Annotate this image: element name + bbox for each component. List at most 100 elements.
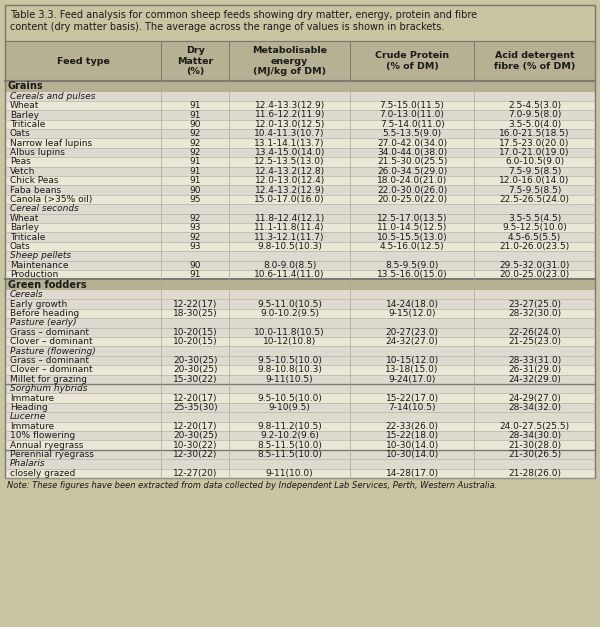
Text: 8.0-9.0(8.5): 8.0-9.0(8.5) xyxy=(263,261,316,270)
Text: Perennial ryegrass: Perennial ryegrass xyxy=(10,450,94,459)
Text: 10-30(14.0): 10-30(14.0) xyxy=(385,441,439,450)
Text: 10.4-11.3(10.7): 10.4-11.3(10.7) xyxy=(254,129,325,139)
Text: 9-15(12.0): 9-15(12.0) xyxy=(388,309,436,318)
Text: Cereals: Cereals xyxy=(10,290,44,299)
Text: 11.8-12.4(12.1): 11.8-12.4(12.1) xyxy=(254,214,325,223)
Bar xyxy=(5,327,595,337)
Bar xyxy=(5,110,595,120)
Bar xyxy=(5,290,595,300)
Text: Grass – dominant: Grass – dominant xyxy=(10,356,89,365)
Text: Triticale: Triticale xyxy=(10,233,46,241)
Text: Immature: Immature xyxy=(10,394,54,403)
Bar xyxy=(5,120,595,129)
Text: 22-26(24.0): 22-26(24.0) xyxy=(508,328,561,337)
Text: 9.2-10.2(9.6): 9.2-10.2(9.6) xyxy=(260,431,319,440)
Text: Cereals and pulses: Cereals and pulses xyxy=(10,92,95,101)
Text: 3.5-5.5(4.5): 3.5-5.5(4.5) xyxy=(508,214,561,223)
Text: 92: 92 xyxy=(190,129,201,139)
Bar xyxy=(5,309,595,318)
Text: 9-10(9.5): 9-10(9.5) xyxy=(269,403,311,412)
Text: 28-33(31.0): 28-33(31.0) xyxy=(508,356,561,365)
Text: 14-28(17.0): 14-28(17.0) xyxy=(386,469,439,478)
Text: Note: These figures have been extracted from data collected by Independent Lab S: Note: These figures have been extracted … xyxy=(7,481,497,490)
Text: 4.5-6.5(5.5): 4.5-6.5(5.5) xyxy=(508,233,561,241)
Text: Maintenance: Maintenance xyxy=(10,261,68,270)
Text: 9-24(17.0): 9-24(17.0) xyxy=(388,375,436,384)
Bar xyxy=(5,337,595,346)
Bar xyxy=(5,261,595,270)
Text: 92: 92 xyxy=(190,214,201,223)
Text: 23-27(25.0): 23-27(25.0) xyxy=(508,300,561,308)
Bar xyxy=(5,5,595,478)
Text: 9-11(10.5): 9-11(10.5) xyxy=(266,375,313,384)
Bar xyxy=(5,440,595,450)
Text: Lucerne: Lucerne xyxy=(10,413,46,421)
Bar xyxy=(5,318,595,327)
Text: 9-11(10.0): 9-11(10.0) xyxy=(266,469,313,478)
Text: 9.8-10.5(10.3): 9.8-10.5(10.3) xyxy=(257,242,322,251)
Text: 12.0-13.0(12.4): 12.0-13.0(12.4) xyxy=(254,176,325,186)
Text: 21-30(26.5): 21-30(26.5) xyxy=(508,450,561,459)
Text: Dry
Matter
(%): Dry Matter (%) xyxy=(177,46,214,76)
Text: 15-30(22): 15-30(22) xyxy=(173,375,218,384)
Text: 20-30(25): 20-30(25) xyxy=(173,366,218,374)
Text: 21-25(23.0): 21-25(23.0) xyxy=(508,337,561,346)
Text: 20-27(23.0): 20-27(23.0) xyxy=(386,328,439,337)
Bar xyxy=(5,223,595,233)
Bar xyxy=(5,204,595,214)
Text: 12.4-13.3(12.9): 12.4-13.3(12.9) xyxy=(254,101,325,110)
Bar xyxy=(5,280,595,290)
Text: 10-20(15): 10-20(15) xyxy=(173,337,218,346)
Text: 91: 91 xyxy=(190,101,201,110)
Bar xyxy=(5,450,595,459)
Bar xyxy=(5,270,595,280)
Text: 28-32(30.0): 28-32(30.0) xyxy=(508,309,561,318)
Text: 9.0-10.2(9.5): 9.0-10.2(9.5) xyxy=(260,309,319,318)
Text: 34.0-44.0(38.0): 34.0-44.0(38.0) xyxy=(377,148,447,157)
Text: 12.4-13.2(12.8): 12.4-13.2(12.8) xyxy=(254,167,325,176)
Text: Heading: Heading xyxy=(10,403,48,412)
Text: Barley: Barley xyxy=(10,110,39,120)
Text: 7.0-13.0(11.0): 7.0-13.0(11.0) xyxy=(380,110,445,120)
Bar xyxy=(5,346,595,356)
Text: Grass – dominant: Grass – dominant xyxy=(10,328,89,337)
Bar xyxy=(5,92,595,101)
Text: 29.5-32.0(31.0): 29.5-32.0(31.0) xyxy=(499,261,570,270)
Text: 12.0-13.0(12.5): 12.0-13.0(12.5) xyxy=(254,120,325,129)
Text: 12.5-17.0(13.5): 12.5-17.0(13.5) xyxy=(377,214,448,223)
Text: 3.5-5.0(4.0): 3.5-5.0(4.0) xyxy=(508,120,561,129)
Text: 21-30(28.0): 21-30(28.0) xyxy=(508,441,561,450)
Bar xyxy=(5,412,595,421)
Text: 93: 93 xyxy=(190,242,201,251)
Text: 12-30(22): 12-30(22) xyxy=(173,450,217,459)
Text: 91: 91 xyxy=(190,157,201,167)
Text: 91: 91 xyxy=(190,270,201,279)
Text: Peas: Peas xyxy=(10,157,31,167)
Bar xyxy=(5,384,595,393)
Bar xyxy=(5,176,595,186)
Bar xyxy=(5,233,595,242)
Text: Clover – dominant: Clover – dominant xyxy=(10,366,92,374)
Text: 17.0-21.0(19.0): 17.0-21.0(19.0) xyxy=(499,148,570,157)
Text: Cereal seconds: Cereal seconds xyxy=(10,204,79,214)
Text: 5.5-13.5(9.0): 5.5-13.5(9.0) xyxy=(383,129,442,139)
Text: 91: 91 xyxy=(190,110,201,120)
Text: 21.5-30.0(25.5): 21.5-30.0(25.5) xyxy=(377,157,447,167)
Bar xyxy=(5,41,595,81)
Bar xyxy=(5,101,595,110)
Text: 11.1-11.8(11.4): 11.1-11.8(11.4) xyxy=(254,223,325,232)
Text: 20-30(25): 20-30(25) xyxy=(173,356,218,365)
Bar xyxy=(5,431,595,440)
Text: Triticale: Triticale xyxy=(10,120,46,129)
Text: 9.5-11.0(10.5): 9.5-11.0(10.5) xyxy=(257,300,322,308)
Text: 93: 93 xyxy=(190,223,201,232)
Text: Narrow leaf lupins: Narrow leaf lupins xyxy=(10,139,92,148)
Text: Feed type: Feed type xyxy=(57,56,110,65)
Text: 10-15(12.0): 10-15(12.0) xyxy=(385,356,439,365)
Text: Phalaris: Phalaris xyxy=(10,460,46,468)
Text: Before heading: Before heading xyxy=(10,309,79,318)
Text: 15-22(18.0): 15-22(18.0) xyxy=(386,431,439,440)
Text: 21.0-26.0(23.5): 21.0-26.0(23.5) xyxy=(499,242,569,251)
Text: 10-30(22): 10-30(22) xyxy=(173,441,218,450)
Bar xyxy=(5,214,595,223)
